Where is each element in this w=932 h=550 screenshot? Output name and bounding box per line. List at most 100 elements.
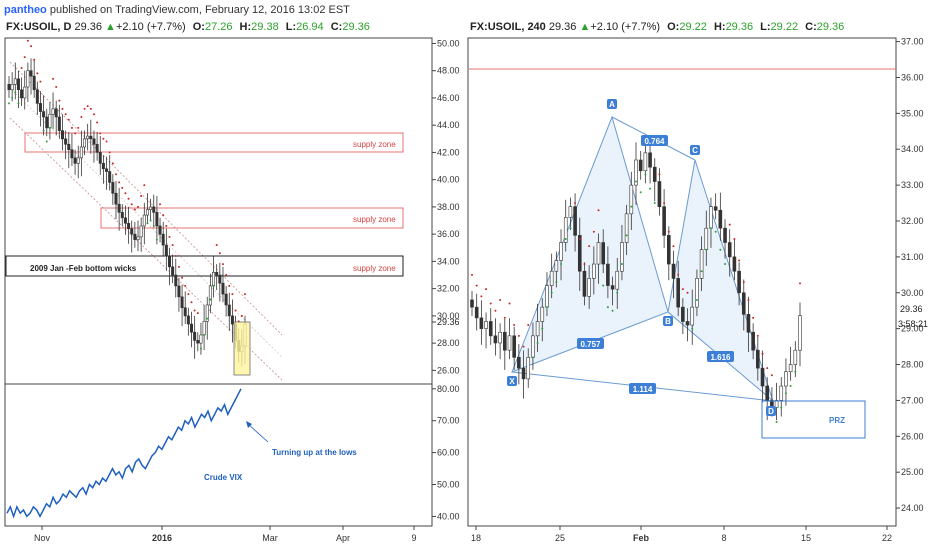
- stop-dot: [583, 263, 586, 266]
- stop-dot: [26, 39, 29, 42]
- stop-dot: [67, 118, 70, 121]
- stop-dot: [80, 116, 83, 119]
- stop-dot: [225, 274, 228, 277]
- candle-body: [502, 331, 507, 351]
- stop-dot: [83, 107, 86, 110]
- candle-body: [709, 206, 713, 229]
- stop-dot: [480, 295, 483, 298]
- stop-dot: [714, 230, 717, 233]
- left-price: 29.36: [74, 21, 102, 33]
- candle-body: [13, 78, 17, 85]
- stop-dot: [39, 80, 42, 83]
- stop-dot: [485, 288, 488, 291]
- candle-body: [643, 152, 648, 172]
- left-change: +2.10 (+7.7%): [115, 21, 186, 33]
- stop-dot: [578, 237, 581, 240]
- candle-body: [79, 146, 83, 159]
- supply-zone-2[interactable]: [100, 207, 404, 229]
- candle-body: [145, 209, 149, 216]
- stop-dot: [709, 227, 712, 230]
- left-high: 29.38: [251, 21, 279, 33]
- candle-body: [35, 89, 39, 104]
- left-symbol[interactable]: FX:USOIL, D: [6, 21, 72, 33]
- candle-body: [760, 367, 765, 387]
- stop-dot: [499, 298, 502, 301]
- stop-dot: [799, 282, 801, 285]
- candle-body: [199, 334, 203, 344]
- stop-dot: [20, 66, 23, 69]
- stop-dot: [545, 306, 548, 309]
- pattern-labels: X A B C D 0.764 0.757 1.616 1.114: [507, 99, 776, 416]
- right-stop-dots: [471, 173, 801, 423]
- stop-dot: [724, 263, 727, 266]
- candle-body: [573, 206, 577, 236]
- stop-dot: [8, 102, 10, 105]
- point-c-label: C: [692, 146, 698, 155]
- candle-body: [86, 135, 90, 140]
- candle-body: [190, 323, 194, 333]
- candle-body: [26, 70, 30, 88]
- up-arrow-icon: ▲: [105, 21, 116, 33]
- candle-body: [117, 203, 121, 213]
- stop-dot: [70, 126, 73, 129]
- candle-body: [746, 313, 751, 333]
- y-tick-label: 37.00: [901, 37, 924, 47]
- prz-box[interactable]: [761, 400, 866, 439]
- ratio-ac: 0.764: [644, 137, 665, 146]
- right-candles: [470, 135, 802, 421]
- candle-body: [685, 321, 690, 326]
- ratio-bd: 1.616: [710, 353, 731, 362]
- stop-dot: [630, 205, 633, 208]
- stop-dot: [738, 259, 741, 262]
- y-tick-label: 36.00: [901, 72, 924, 82]
- bottom-wicks-zone[interactable]: [5, 255, 404, 277]
- stop-dot: [212, 284, 215, 287]
- x-tick-label: 8: [721, 533, 726, 543]
- right-low: 29.22: [770, 21, 799, 33]
- x-tick-label: Feb: [633, 533, 650, 543]
- candle-body: [208, 285, 212, 306]
- candle-body: [48, 113, 52, 129]
- y-tick-label: 27.00: [901, 395, 924, 405]
- candle-body: [230, 315, 234, 325]
- candle-body: [127, 222, 131, 230]
- y-tick-label: 28.00: [437, 338, 460, 348]
- vix-y-tick-label: 80.00: [437, 384, 460, 394]
- candle-body: [488, 321, 493, 337]
- candle-body: [130, 228, 134, 235]
- candle-body: [582, 270, 587, 297]
- stop-dot: [244, 293, 246, 296]
- candle-body: [212, 271, 216, 287]
- stop-dot: [616, 291, 619, 294]
- right-price-tag: 29.36: [900, 304, 923, 314]
- candle-body: [133, 233, 137, 240]
- stop-dot: [137, 205, 140, 208]
- supply-zone-1[interactable]: [24, 132, 404, 153]
- stop-dot: [728, 223, 731, 226]
- stop-dot: [152, 224, 155, 227]
- candle-body: [531, 335, 535, 358]
- stop-dot: [705, 248, 708, 251]
- candle-body: [732, 256, 737, 272]
- stop-dot: [635, 180, 637, 183]
- stop-dot: [700, 270, 703, 273]
- supply-zone-label: supply zone: [353, 264, 396, 273]
- stop-dot: [742, 281, 745, 283]
- stop-dot: [592, 230, 595, 233]
- author-link[interactable]: pantheo: [4, 4, 47, 16]
- candle-body: [202, 321, 206, 336]
- candle-body: [180, 296, 184, 309]
- candle-body: [601, 242, 606, 265]
- stop-dot: [127, 197, 130, 200]
- left-candles: [7, 58, 247, 367]
- ratio-xd: 1.114: [633, 385, 653, 394]
- right-symbol[interactable]: FX:USOIL, 240: [470, 21, 546, 33]
- y-tick-label: 32.00: [437, 284, 460, 294]
- stop-dot: [663, 202, 666, 205]
- candle-body: [676, 278, 680, 308]
- y-tick-label: 34.00: [901, 144, 924, 154]
- y-tick-label: 28.00: [901, 360, 924, 370]
- candle-body: [713, 206, 718, 211]
- y-tick-label: 31.00: [901, 252, 924, 262]
